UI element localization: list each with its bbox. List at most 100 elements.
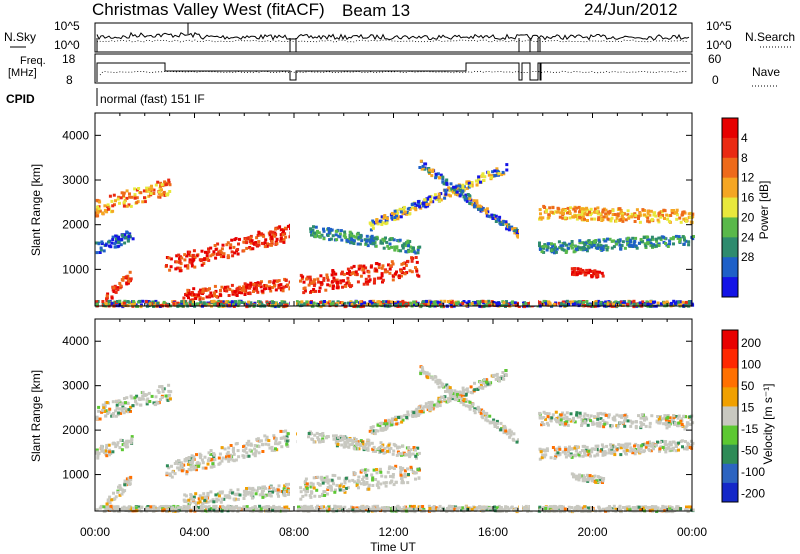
heatmap-cell bbox=[656, 301, 660, 305]
heatmap-cell bbox=[448, 393, 452, 397]
heatmap-cell bbox=[591, 421, 595, 425]
heatmap-cell bbox=[664, 450, 668, 454]
heatmap-cell bbox=[300, 277, 304, 281]
heatmap-cell bbox=[546, 242, 550, 246]
heatmap-cell bbox=[334, 488, 337, 492]
heatmap-cell bbox=[277, 279, 281, 283]
heatmap-cell bbox=[359, 274, 363, 278]
heatmap-cell bbox=[260, 232, 264, 236]
heatmap-cell bbox=[614, 300, 618, 304]
heatmap-cell bbox=[338, 232, 342, 236]
heatmap-cell bbox=[515, 234, 519, 238]
heatmap-cell bbox=[189, 468, 193, 472]
heatmap-cell bbox=[445, 383, 449, 387]
heatmap-cell bbox=[350, 443, 354, 446]
heatmap-cell bbox=[309, 432, 313, 435]
heatmap-cell bbox=[667, 214, 671, 218]
heatmap-cell bbox=[224, 457, 228, 461]
nave-line bbox=[99, 70, 689, 76]
heatmap-cell bbox=[131, 237, 135, 241]
heatmap-cell bbox=[478, 380, 482, 384]
heatmap-cell bbox=[95, 415, 99, 419]
heatmap-cell bbox=[589, 241, 592, 244]
heatmap-cell bbox=[306, 490, 309, 493]
heatmap-cell bbox=[127, 235, 131, 238]
heatmap-cell bbox=[611, 213, 615, 216]
heatmap-cell bbox=[202, 258, 206, 262]
heatmap-cell bbox=[499, 222, 503, 226]
heatmap-cell bbox=[419, 159, 423, 163]
heatmap-cell bbox=[204, 250, 207, 254]
heatmap-cell bbox=[496, 377, 500, 381]
heatmap-cell bbox=[165, 256, 169, 259]
heatmap-cell bbox=[337, 476, 341, 480]
heatmap-cell bbox=[553, 245, 557, 249]
heatmap-cell bbox=[426, 302, 430, 306]
heatmap-cell bbox=[594, 480, 598, 484]
heatmap-cell bbox=[203, 455, 207, 459]
heatmap-cell bbox=[544, 244, 548, 248]
heatmap-cell bbox=[335, 303, 339, 307]
heatmap-cell bbox=[422, 371, 426, 375]
heatmap-cell bbox=[216, 242, 220, 246]
heatmap-cell bbox=[499, 421, 503, 425]
heatmap-cell bbox=[495, 422, 499, 426]
heatmap-cell bbox=[611, 209, 615, 213]
heatmap-cell bbox=[185, 294, 189, 298]
heatmap-cell bbox=[350, 266, 354, 270]
heatmap-cell bbox=[438, 199, 442, 203]
heatmap-cell bbox=[400, 420, 404, 424]
heatmap-cell bbox=[397, 452, 401, 455]
heatmap-cell bbox=[169, 265, 173, 269]
heatmap-cell bbox=[595, 479, 599, 483]
heatmap-cell bbox=[106, 203, 110, 207]
heatmap-cell bbox=[250, 239, 254, 243]
heatmap-cell bbox=[261, 485, 265, 489]
heatmap-cell bbox=[464, 392, 468, 396]
heatmap-cell bbox=[565, 415, 569, 419]
heatmap-cell bbox=[182, 498, 186, 502]
heatmap-cell bbox=[621, 303, 625, 307]
heatmap-cell bbox=[675, 445, 678, 448]
heatmap-cell bbox=[95, 208, 99, 212]
heatmap-cell bbox=[105, 210, 109, 214]
heatmap-cell bbox=[663, 440, 667, 444]
heatmap-cell bbox=[427, 504, 431, 508]
heatmap-cell bbox=[478, 207, 482, 211]
heatmap-cell bbox=[199, 456, 203, 460]
heatmap-cell bbox=[438, 404, 442, 408]
heatmap-cell bbox=[210, 457, 214, 461]
heatmap-cell bbox=[394, 415, 397, 419]
heatmap-cell bbox=[563, 446, 567, 450]
heatmap-cell bbox=[638, 301, 642, 305]
heatmap-cell bbox=[384, 427, 388, 431]
heatmap-cell bbox=[168, 473, 172, 477]
heatmap-cell bbox=[548, 206, 552, 210]
heatmap-cell bbox=[256, 281, 260, 285]
heatmap-cell bbox=[458, 189, 462, 193]
heatmap-cell bbox=[247, 454, 251, 458]
heatmap-cell bbox=[571, 302, 575, 306]
heatmap-cell bbox=[326, 278, 330, 282]
heatmap-cell bbox=[628, 442, 632, 446]
heatmap-cell bbox=[206, 493, 210, 497]
heatmap-cell bbox=[687, 443, 691, 446]
heatmap-cell bbox=[360, 239, 364, 243]
heatmap-cell bbox=[688, 415, 692, 419]
heatmap-cell bbox=[354, 272, 357, 276]
heatmap-cell bbox=[370, 441, 374, 445]
heatmap-cell bbox=[259, 285, 263, 289]
heatmap-cell bbox=[399, 415, 403, 419]
heatmap-cell bbox=[565, 303, 569, 307]
heatmap-cell bbox=[125, 439, 129, 443]
heatmap-cell bbox=[194, 492, 198, 496]
heatmap-cell bbox=[145, 186, 149, 190]
heatmap-cell bbox=[601, 210, 605, 214]
heatmap-cell bbox=[274, 489, 278, 493]
heatmap-cell bbox=[231, 491, 234, 495]
heatmap-cell bbox=[147, 189, 151, 193]
heatmap-cell bbox=[479, 180, 482, 184]
heatmap-cell bbox=[232, 446, 235, 450]
heatmap-cell bbox=[187, 252, 190, 256]
heatmap-cell bbox=[589, 207, 593, 211]
